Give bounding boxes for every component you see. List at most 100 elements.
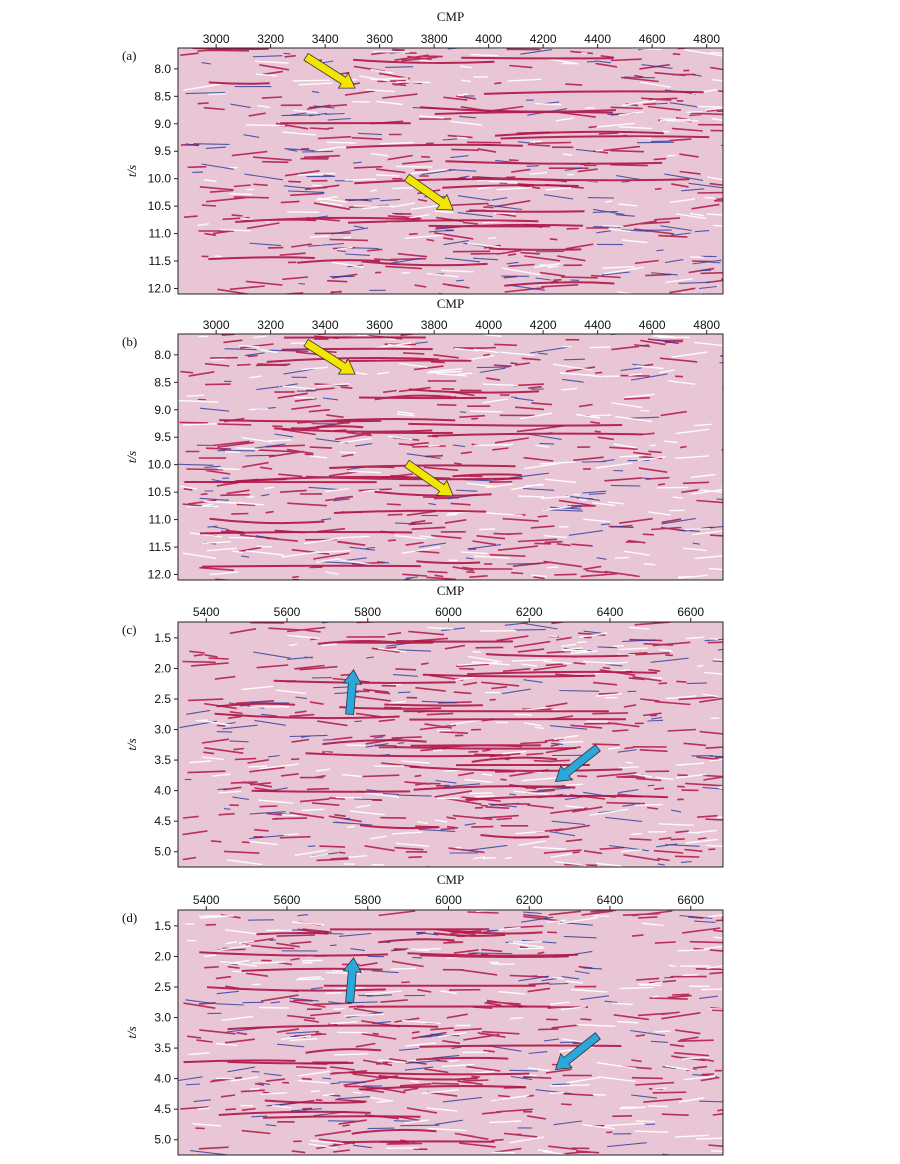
x-tick-label: 4000: [475, 32, 502, 46]
x-tick-label: 3800: [421, 318, 448, 332]
x-tick-label: 3400: [312, 32, 339, 46]
x-tick-label: 3600: [366, 32, 393, 46]
x-tick-label: 5800: [354, 605, 381, 619]
y-tick-label: 8.5: [154, 89, 171, 103]
seismic-section-background: [178, 910, 723, 1155]
annotation-arrow-icon: [303, 338, 356, 375]
x-axis-title: CMP: [437, 583, 464, 598]
seismic-section: [178, 910, 723, 1155]
annotation-arrow-icon: [404, 459, 454, 497]
y-tick-label: 9.5: [154, 144, 171, 158]
x-tick-label: 4600: [639, 32, 666, 46]
y-tick-label: 3.5: [154, 1041, 171, 1055]
y-tick-label: 4.5: [154, 814, 171, 828]
y-tick-label: 3.5: [154, 753, 171, 767]
x-axis-title: CMP: [437, 872, 464, 887]
y-tick-label: 1.5: [154, 919, 171, 933]
annotation-arrow-icon: [554, 744, 601, 782]
panel-b: CMP 3000 3200 3400 3600 3800 4000 4200 4400 4600 4…: [122, 296, 724, 582]
y-tick-label: 10.5: [148, 485, 172, 499]
x-tick-label: 6200: [516, 605, 543, 619]
y-tick-label: 1.5: [154, 631, 171, 645]
y-tick-label: 10.5: [148, 199, 172, 213]
annotation-arrow-icon: [342, 668, 362, 716]
panel-label: (d): [122, 910, 137, 925]
y-tick-label: 11.5: [149, 540, 172, 554]
y-tick-label: 5.0: [154, 845, 171, 859]
x-tick-label: 5400: [193, 893, 220, 907]
x-tick-label: 3400: [312, 318, 339, 332]
seismic-section: [180, 48, 723, 294]
y-axis-title: t/s: [124, 738, 139, 750]
y-tick-label: 3.0: [154, 1011, 171, 1025]
x-tick-label: 3200: [257, 32, 284, 46]
y-tick-label: 2.5: [154, 692, 171, 706]
x-tick-label: 4400: [584, 32, 611, 46]
seismic-section-background: [178, 48, 723, 294]
x-tick-label: 5600: [274, 893, 301, 907]
panel-c: CMP 5400 5600 5800 6000 6200 6400 6600 1.5 2.0 2.5…: [122, 583, 724, 868]
x-tick-label: 4800: [693, 318, 720, 332]
x-tick-label: 4200: [530, 32, 557, 46]
x-tick-label: 6400: [597, 893, 624, 907]
annotation-arrow-icon: [554, 1032, 601, 1070]
y-tick-label: 8.0: [154, 62, 171, 76]
panel-d: CMP 5400 5600 5800 6000 6200 6400 6600 1.5 2.0 2.5…: [122, 872, 724, 1156]
y-tick-label: 4.0: [154, 784, 171, 798]
plot-frame: [177, 621, 724, 868]
x-tick-label: 4200: [530, 318, 557, 332]
annotation-arrow-icon: [404, 173, 454, 211]
panel-label: (a): [122, 48, 136, 63]
y-tick-label: 9.0: [154, 403, 171, 417]
y-tick-label: 12.0: [148, 568, 172, 582]
x-tick-label: 6000: [435, 605, 462, 619]
y-tick-label: 11.0: [149, 513, 172, 527]
plot-frame: [177, 909, 724, 1156]
panel-a: CMP 3000 3200 3400 3600 3800 4000 4200 4400 4600 4…: [122, 9, 724, 296]
y-tick-label: 2.5: [154, 980, 171, 994]
x-tick-label: 3000: [203, 318, 230, 332]
x-axis-title: CMP: [437, 296, 464, 311]
y-tick-label: 3.0: [154, 723, 171, 737]
plot-frame: [177, 333, 724, 581]
y-tick-label: 5.0: [154, 1133, 171, 1147]
x-tick-label: 3600: [366, 318, 393, 332]
x-tick-label: 5400: [193, 605, 220, 619]
y-tick-label: 10.0: [148, 458, 172, 472]
y-axis-title: t/s: [124, 451, 139, 463]
x-tick-label: 4600: [639, 318, 666, 332]
x-tick-label: 3000: [203, 32, 230, 46]
y-tick-label: 4.0: [154, 1072, 171, 1086]
x-axis-title: CMP: [437, 9, 464, 24]
x-tick-label: 6000: [435, 893, 462, 907]
y-tick-label: 10.0: [148, 172, 172, 186]
seismic-section: [178, 334, 723, 580]
x-tick-label: 6600: [677, 893, 704, 907]
y-tick-label: 8.0: [154, 348, 171, 362]
y-axis-title: t/s: [124, 1026, 139, 1038]
y-tick-label: 2.0: [154, 949, 171, 963]
y-tick-label: 8.5: [154, 375, 171, 389]
y-tick-label: 11.0: [149, 227, 172, 241]
x-tick-label: 4400: [584, 318, 611, 332]
panel-label: (c): [122, 622, 136, 637]
x-tick-label: 4000: [475, 318, 502, 332]
y-tick-label: 2.0: [154, 661, 171, 675]
y-tick-label: 4.5: [154, 1102, 171, 1116]
x-tick-label: 5600: [274, 605, 301, 619]
y-axis-title: t/s: [124, 165, 139, 177]
x-tick-label: 6400: [597, 605, 624, 619]
x-tick-label: 4800: [693, 32, 720, 46]
annotation-arrow-icon: [303, 52, 356, 89]
plot-frame: [177, 47, 724, 295]
x-tick-label: 6600: [677, 605, 704, 619]
seismic-section: [179, 622, 723, 867]
y-tick-label: 12.0: [148, 282, 172, 296]
y-tick-label: 9.5: [154, 430, 171, 444]
annotation-arrow-icon: [342, 956, 362, 1004]
x-tick-label: 3800: [421, 32, 448, 46]
panel-label: (b): [122, 334, 137, 349]
y-tick-label: 11.5: [149, 254, 172, 268]
